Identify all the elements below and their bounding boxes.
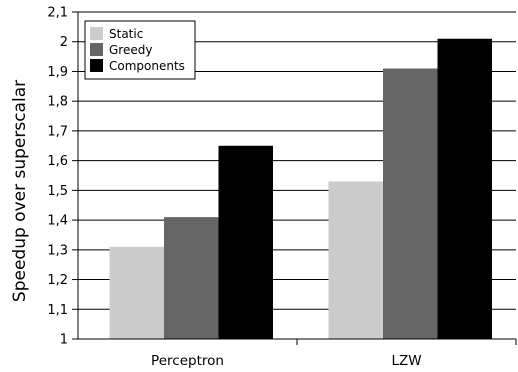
y-tick-label: 1,4 — [47, 214, 68, 229]
bar-components-lzw — [437, 38, 492, 339]
x-category-labels: Perceptron LZW — [151, 353, 422, 369]
x-category-label: LZW — [391, 353, 421, 369]
y-tick-label: 1,6 — [47, 154, 68, 169]
legend-label-components: Components — [109, 59, 185, 73]
legend-swatch-static — [90, 27, 103, 40]
y-tick-label: 2,1 — [47, 6, 68, 21]
bars — [109, 38, 492, 340]
y-tick-label: 2 — [60, 35, 68, 50]
legend-swatch-greedy — [90, 43, 103, 56]
legend: Static Greedy Components — [84, 20, 196, 80]
y-tick-label: 1,8 — [47, 95, 68, 110]
y-tick-label: 1,7 — [47, 124, 68, 139]
axes — [72, 11, 517, 345]
y-tick-label: 1 — [60, 333, 68, 348]
y-tick-label: 1,2 — [47, 273, 68, 288]
bar-static-lzw — [328, 181, 383, 339]
bar-greedy-lzw — [383, 68, 438, 340]
legend-label-greedy: Greedy — [109, 43, 152, 57]
y-tick-label: 1,1 — [47, 303, 68, 318]
y-tick-label: 1,9 — [47, 65, 68, 80]
legend-label-static: Static — [109, 27, 143, 41]
x-category-label: Perceptron — [151, 353, 224, 369]
y-axis-title: Speedup over superscalar — [10, 80, 30, 302]
bar-components-perceptron — [218, 145, 273, 339]
y-tick-labels: 1 1,1 1,2 1,3 1,4 1,5 1,6 1,7 1,8 1,9 2 2,1 — [47, 6, 68, 348]
bar-static-perceptron — [109, 246, 164, 339]
legend-swatch-components — [90, 59, 103, 72]
y-tick-label: 1,3 — [47, 243, 68, 258]
y-tick-label: 1,5 — [47, 184, 68, 199]
legend-box — [84, 20, 196, 80]
bar-greedy-perceptron — [164, 217, 219, 339]
